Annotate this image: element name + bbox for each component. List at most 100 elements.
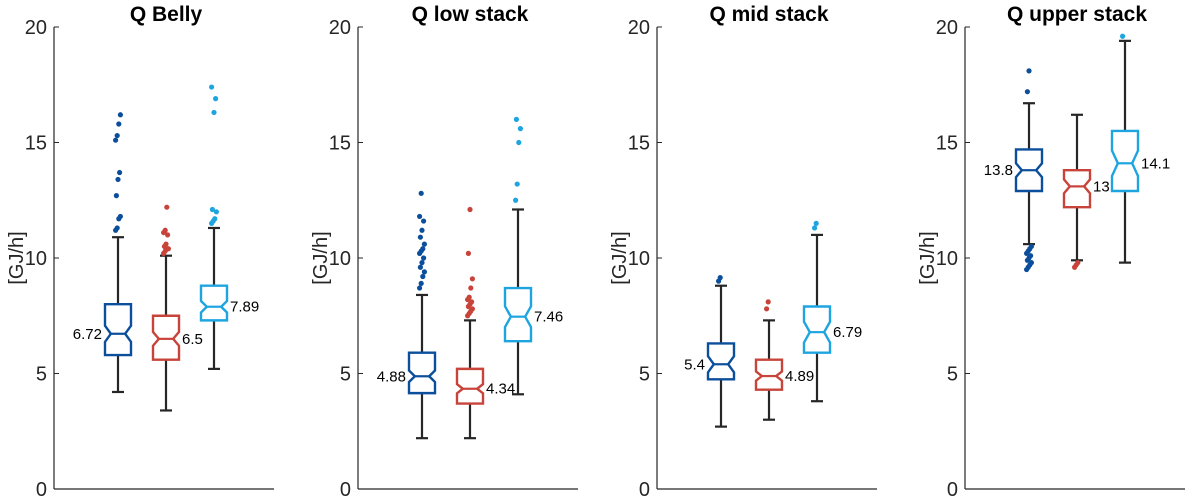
y-tick-label: 5: [340, 364, 351, 386]
y-tick-label: 5: [639, 364, 650, 386]
y-tick-label: 20: [936, 17, 958, 39]
box-body: [151, 314, 181, 361]
outlier-point: [765, 299, 771, 305]
box-body: [103, 303, 133, 357]
outlier-point: [417, 213, 423, 220]
median-value-label: 6.5: [182, 331, 203, 348]
outlier-point: [212, 216, 218, 222]
chart-panel: 0 5 10 15 20 [GJ/h] Q mid stack 5.4 4.89 6.79: [609, 3, 877, 498]
median-value-label: 7.89: [230, 299, 259, 316]
outlier-point: [209, 206, 215, 213]
y-tick-label: 5: [36, 364, 47, 386]
outlier-point: [114, 132, 120, 139]
box-body: [706, 342, 736, 381]
y-tick-label: 0: [947, 479, 958, 498]
median-value-label: 6.79: [833, 324, 862, 341]
outlier-point: [417, 285, 423, 291]
outlier-point: [113, 137, 119, 143]
y-tick-label: 15: [936, 133, 958, 155]
median-value-label: 4.34: [486, 381, 515, 398]
box-series-3: 6.79: [802, 220, 862, 403]
outlier-point: [209, 84, 215, 90]
y-tick-label: 10: [936, 248, 958, 270]
outlier-point: [211, 109, 217, 116]
y-tick-label: 15: [25, 133, 47, 155]
box-series-2: 6.5: [151, 204, 203, 412]
box-body: [503, 286, 533, 343]
outlier-point: [165, 232, 171, 238]
outlier-point: [419, 260, 425, 266]
y-tick-label: 0: [340, 479, 351, 498]
outlier-point: [469, 299, 475, 305]
y-axis-label: [GJ/h]: [609, 231, 631, 284]
box-series-1: 13.8: [984, 68, 1044, 273]
outlier-point: [421, 255, 427, 261]
outlier-point: [513, 197, 519, 203]
y-axis-label: [GJ/h]: [310, 231, 332, 284]
outlier-point: [1075, 260, 1081, 266]
outlier-point: [117, 169, 123, 176]
box-series-2: 4.89: [754, 299, 814, 421]
outlier-point: [465, 250, 471, 256]
outlier-point: [117, 213, 123, 220]
outlier-point: [420, 246, 426, 252]
chart-title: Q mid stack: [709, 3, 828, 26]
outlier-point: [1028, 243, 1034, 250]
box-series-2: 4.34: [455, 206, 515, 440]
outlier-point: [1024, 89, 1030, 95]
y-tick-label: 20: [329, 17, 351, 39]
y-tick-label: 15: [628, 133, 650, 155]
box-body: [199, 284, 229, 322]
outlier-point: [117, 112, 123, 118]
y-tick-label: 0: [639, 479, 650, 498]
outlier-point: [421, 241, 427, 247]
box-body: [754, 358, 784, 391]
outlier-point: [717, 275, 723, 281]
outlier-point: [421, 218, 427, 224]
outlier-point: [513, 116, 520, 122]
y-tick-label: 10: [329, 248, 351, 270]
outlier-point: [213, 96, 219, 102]
outlier-point: [469, 306, 475, 312]
box-series-1: 5.4: [684, 275, 736, 428]
median-value-label: 4.89: [785, 368, 814, 385]
box-body: [802, 305, 832, 354]
outlier-point: [418, 280, 424, 287]
y-axis-label: [GJ/h]: [6, 231, 28, 284]
outlier-point: [162, 227, 168, 233]
outlier-point: [516, 139, 522, 146]
outlier-point: [164, 204, 170, 210]
box-series-1: 6.72: [73, 112, 133, 394]
outlier-point: [469, 276, 475, 282]
outlier-point: [419, 227, 425, 233]
median-value-label: 5.4: [684, 356, 705, 373]
median-value-label: 4.88: [377, 368, 406, 385]
box-body: [1110, 129, 1140, 193]
y-tick-label: 20: [628, 17, 650, 39]
outlier-point: [514, 181, 520, 187]
outlier-point: [165, 246, 171, 252]
outlier-point: [417, 234, 423, 240]
outlier-point: [418, 190, 424, 196]
median-value-label: 13.8: [984, 162, 1013, 179]
outlier-point: [420, 273, 426, 280]
box-body: [407, 351, 437, 395]
y-tick-label: 0: [36, 479, 47, 498]
box-series-3: 7.46: [503, 116, 563, 396]
box-series-1: 4.88: [377, 190, 437, 440]
outlier-point: [517, 126, 524, 132]
chart-title: Q low stack: [412, 3, 529, 26]
outlier-point: [467, 206, 473, 213]
chart-panel: 0 5 10 15 20 [GJ/h] Q low stack 4.88 4.34 7.46: [310, 3, 578, 498]
median-value-label: 6.72: [73, 326, 102, 343]
outlier-point: [417, 264, 423, 270]
outlier-point: [1028, 260, 1034, 266]
outlier-point: [163, 241, 169, 247]
box-body: [455, 367, 485, 405]
y-tick-label: 5: [947, 364, 958, 386]
median-value-label: 7.46: [534, 309, 563, 326]
chart-title: Q upper stack: [1007, 3, 1147, 26]
outlier-point: [468, 285, 474, 291]
